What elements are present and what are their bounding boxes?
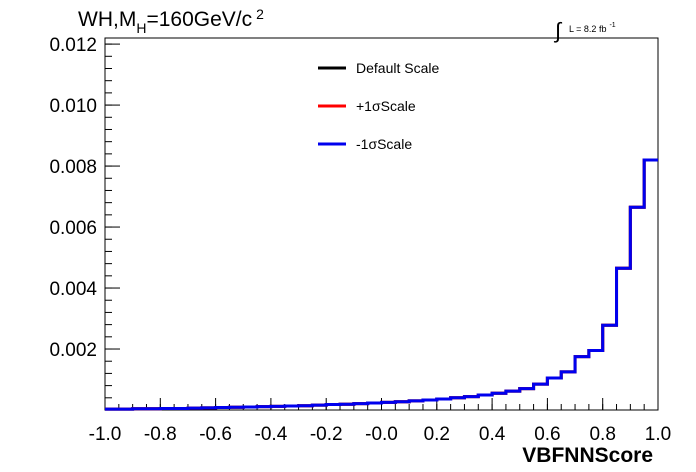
x-tick-label: -0.2 xyxy=(310,424,343,445)
x-tick-label: 0.4 xyxy=(479,424,506,445)
x-tick-label: 0.8 xyxy=(589,424,615,445)
x-tick-label: -0.6 xyxy=(199,424,232,445)
legend-label-0: Default Scale xyxy=(356,60,439,76)
x-tick-label: -0.8 xyxy=(144,424,177,445)
lumi-superscript: -1 xyxy=(609,22,615,29)
chart-title: WH,MH=160GeV/c 2 xyxy=(78,6,264,36)
y-tick-label: 0.004 xyxy=(49,279,97,300)
legend-label-2: -1σScale xyxy=(356,136,412,152)
y-tick-label: 0.002 xyxy=(49,340,97,361)
integral-sign: ∫ xyxy=(553,18,563,43)
x-tick-label: -0.0 xyxy=(365,424,398,445)
x-tick-label: 0.6 xyxy=(534,424,560,445)
y-tick-label: 0.012 xyxy=(49,35,97,56)
legend-label-1: +1σScale xyxy=(356,98,416,114)
x-axis-title: VBFNNScore xyxy=(522,444,653,467)
legend: Default Scale +1σScale -1σScale xyxy=(318,60,439,152)
luminosity-label: ∫ L = 8.2 fb -1 xyxy=(553,18,616,43)
y-tick-label: 0.008 xyxy=(49,157,97,178)
y-axis: 0.002 0.004 0.006 0.008 0.010 0.012 xyxy=(49,35,120,411)
series-group xyxy=(105,158,658,411)
lumi-text: L = 8.2 fb -1 xyxy=(569,22,616,34)
y-tick-label: 0.010 xyxy=(49,96,97,117)
title-superscript: 2 xyxy=(256,6,264,22)
x-axis: -1.0 -0.8 -0.6 -0.4 -0.2 -0.0 0.2 0.4 0.6 0.8 1.0 xyxy=(89,398,671,445)
x-tick-label: -1.0 xyxy=(89,424,122,445)
series-line-2 xyxy=(105,158,658,411)
x-tick-label: 0.2 xyxy=(424,424,450,445)
x-tick-label: -0.4 xyxy=(255,424,288,445)
title-subscript: H xyxy=(136,20,146,36)
x-tick-label: 1.0 xyxy=(645,424,671,445)
y-tick-label: 0.006 xyxy=(49,218,97,239)
title-tail: =160GeV/c xyxy=(146,8,252,31)
